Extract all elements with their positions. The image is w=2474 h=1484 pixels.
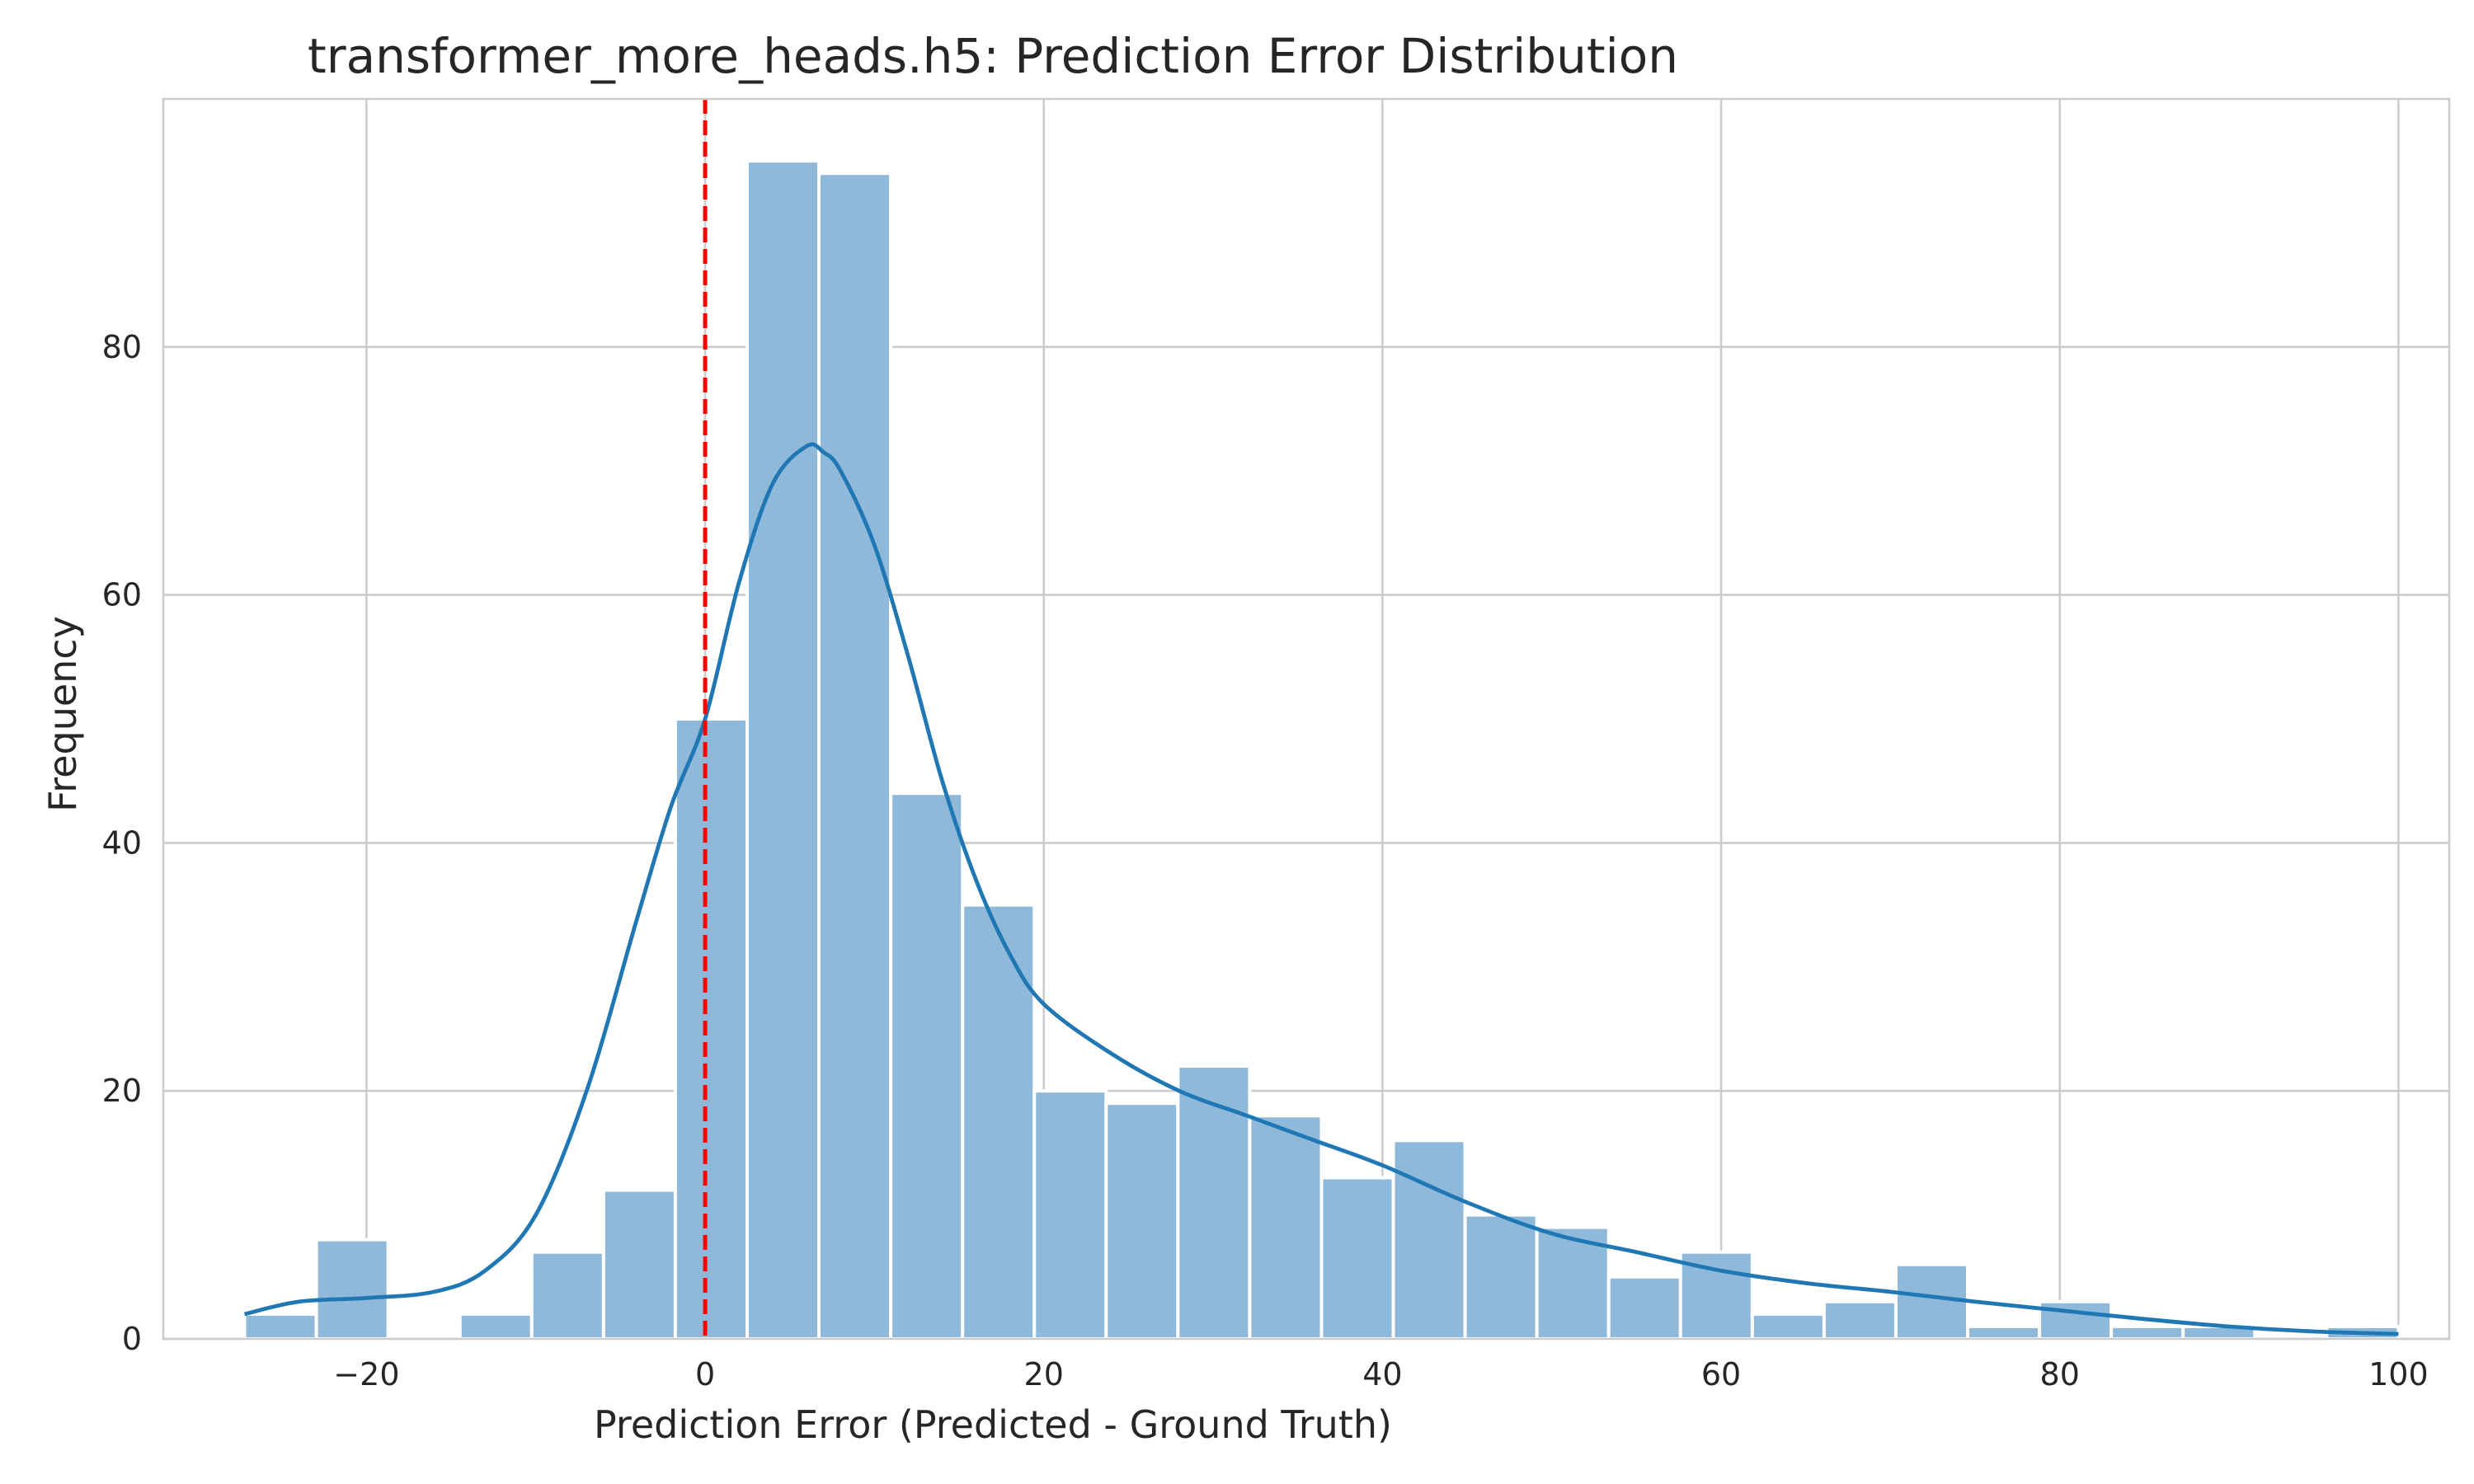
histogram-bar [2109, 1324, 2185, 1341]
x-tick-label: 0 [695, 1356, 715, 1392]
histogram-bar [2038, 1299, 2114, 1341]
histogram-bar [673, 717, 749, 1341]
histogram-bar [889, 791, 965, 1341]
x-axis-label: Prediction Error (Predicted - Ground Tru… [594, 1402, 1392, 1447]
histogram-bar [1104, 1101, 1180, 1341]
y-tick-label: 40 [102, 824, 142, 861]
histogram-bar [314, 1237, 390, 1341]
x-tick-label: 80 [2040, 1356, 2080, 1392]
histogram-bar [1606, 1275, 1682, 1341]
y-tick-label: 20 [102, 1073, 142, 1109]
x-tick-label: 20 [1024, 1356, 1064, 1392]
y-tick-labels: 0 20 40 60 80 [102, 329, 142, 1357]
histogram-bar [529, 1250, 605, 1341]
plot-area-frame [162, 97, 2451, 1341]
histogram-bar [1032, 1089, 1108, 1341]
histogram-bar [961, 903, 1037, 1341]
chart-title: transformer_more_heads.h5: Prediction Er… [308, 28, 1678, 84]
x-tick-label: 40 [1362, 1356, 1402, 1392]
x-tick-labels: −20 0 20 40 60 80 100 [333, 1356, 2428, 1392]
histogram-bar [817, 171, 893, 1341]
y-tick-label: 80 [102, 329, 142, 365]
y-axis-label: Frequency [40, 616, 85, 812]
histogram-bar [1893, 1262, 1970, 1341]
x-tick-label: 60 [1701, 1356, 1741, 1392]
histogram-bar [601, 1188, 677, 1341]
histogram-bar [1176, 1064, 1252, 1341]
histogram-bar [1750, 1312, 1826, 1341]
histogram-bar [1966, 1324, 2042, 1341]
kde-curve [244, 442, 2399, 1336]
y-tick-label: 60 [102, 577, 142, 613]
histogram-bars [242, 159, 2401, 1341]
histogram-bar [1319, 1176, 1395, 1341]
kde-curve-group [244, 442, 2399, 1336]
histogram-bar [1463, 1213, 1539, 1341]
histogram-bar [745, 159, 821, 1341]
histogram-bar [1822, 1299, 1898, 1341]
histogram-bar [1248, 1114, 1324, 1341]
y-tick-label: 0 [122, 1321, 142, 1357]
histogram-bar [458, 1312, 534, 1341]
x-tick-label: 100 [2368, 1356, 2429, 1392]
x-tick-label: −20 [333, 1356, 399, 1392]
histogram-bar [1391, 1139, 1467, 1341]
histogram-bar [242, 1312, 318, 1341]
grid [163, 99, 2449, 1341]
